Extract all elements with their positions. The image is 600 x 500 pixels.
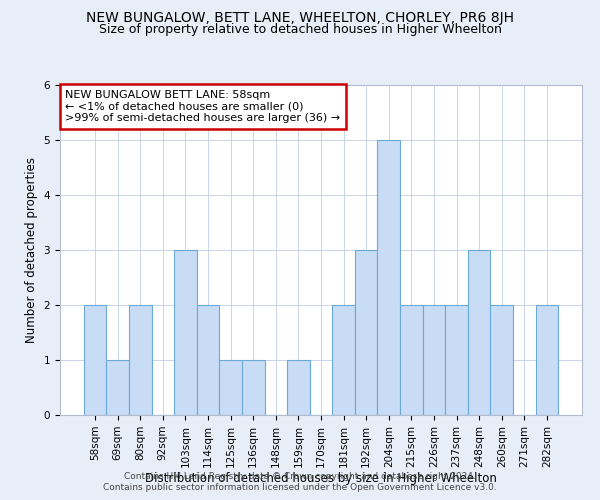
- Bar: [220, 360, 242, 415]
- Text: Size of property relative to detached houses in Higher Wheelton: Size of property relative to detached ho…: [98, 22, 502, 36]
- Bar: [536, 305, 558, 415]
- Text: NEW BUNGALOW, BETT LANE, WHEELTON, CHORLEY, PR6 8JH: NEW BUNGALOW, BETT LANE, WHEELTON, CHORL…: [86, 11, 514, 25]
- Bar: [400, 305, 422, 415]
- Bar: [287, 360, 310, 415]
- Bar: [355, 250, 377, 415]
- Bar: [242, 360, 265, 415]
- X-axis label: Distribution of detached houses by size in Higher Wheelton: Distribution of detached houses by size …: [145, 472, 497, 486]
- Bar: [445, 305, 468, 415]
- Bar: [197, 305, 220, 415]
- Bar: [332, 305, 355, 415]
- Text: Contains HM Land Registry data © Crown copyright and database right 2024.: Contains HM Land Registry data © Crown c…: [124, 472, 476, 481]
- Bar: [174, 250, 197, 415]
- Text: Contains public sector information licensed under the Open Government Licence v3: Contains public sector information licen…: [103, 483, 497, 492]
- Bar: [84, 305, 106, 415]
- Text: NEW BUNGALOW BETT LANE: 58sqm
← <1% of detached houses are smaller (0)
>99% of s: NEW BUNGALOW BETT LANE: 58sqm ← <1% of d…: [65, 90, 340, 123]
- Bar: [377, 140, 400, 415]
- Bar: [129, 305, 152, 415]
- Bar: [490, 305, 513, 415]
- Y-axis label: Number of detached properties: Number of detached properties: [25, 157, 38, 343]
- Bar: [106, 360, 129, 415]
- Bar: [422, 305, 445, 415]
- Bar: [468, 250, 490, 415]
